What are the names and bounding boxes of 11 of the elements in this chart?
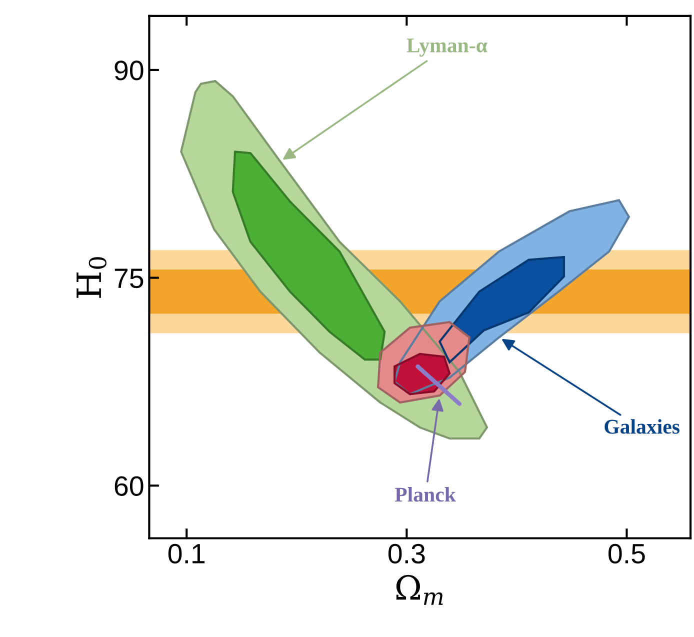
annotation: Planck bbox=[394, 487, 456, 502]
y-axis-title: H$_{0}$ bbox=[76, 257, 106, 298]
x-tick-label: 0.1 bbox=[168, 544, 205, 564]
y-tick-label: 60 bbox=[114, 476, 144, 496]
x-tick-label: 0.5 bbox=[608, 544, 645, 564]
y-tick-label: 75 bbox=[114, 268, 144, 288]
y-tick-label: 90 bbox=[114, 60, 144, 80]
annotation: Galaxies bbox=[604, 419, 680, 434]
x-axis-title: Ω$_{m}$ bbox=[396, 574, 443, 605]
x-tick-label: 0.3 bbox=[388, 544, 425, 564]
annotation: Lyman-α bbox=[406, 38, 488, 57]
